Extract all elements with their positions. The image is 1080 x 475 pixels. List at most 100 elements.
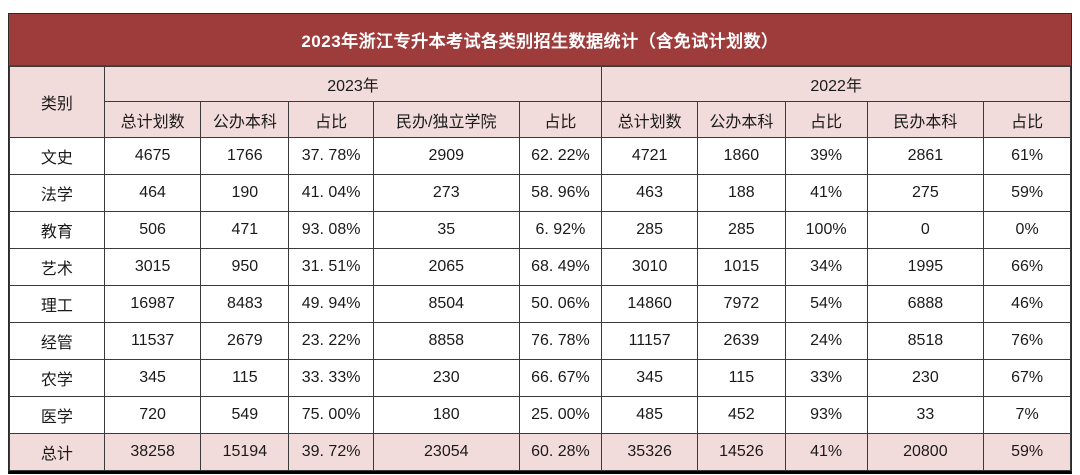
row-category: 文史	[9, 137, 105, 175]
cell-value: 67%	[983, 359, 1071, 397]
cell-value: 25. 00%	[518, 396, 603, 434]
row-category: 经管	[9, 322, 105, 360]
col-header-2022-private-ratio: 占比	[983, 101, 1071, 138]
cell-value: 345	[103, 359, 202, 397]
cell-value: 115	[696, 359, 786, 397]
table-row-yixue: 医学 720 549 75. 00% 180 25. 00% 485 452 9…	[9, 396, 1071, 434]
year-group-2022: 2022年	[601, 66, 1071, 102]
table-row-jiaoyu: 教育 506 471 93. 08% 35 6. 92% 285 285 100…	[9, 211, 1071, 249]
table-row-faxue: 法学 464 190 41. 04% 273 58. 96% 463 188 4…	[9, 174, 1071, 212]
cell-value: 2065	[372, 248, 520, 286]
cell-value: 54%	[784, 285, 868, 323]
admission-stats-table: 类别 2023年 2022年 总计划数 公办本科 占比 民办/独立学院 占比 总…	[9, 66, 1071, 471]
table-row-total: 总计 38258 15194 39. 72% 23054 60. 28% 353…	[9, 433, 1071, 471]
table-row-wenshi: 文史 4675 1766 37. 78% 2909 62. 22% 4721 1…	[9, 137, 1071, 175]
cell-value: 11157	[601, 322, 698, 360]
cell-value: 23. 22%	[288, 322, 374, 360]
row-category: 艺术	[9, 248, 105, 286]
total-cell-value: 39. 72%	[288, 433, 374, 471]
cell-value: 7%	[983, 396, 1071, 434]
cell-value: 8518	[866, 322, 985, 360]
cell-value: 4721	[601, 137, 698, 175]
cell-value: 506	[103, 211, 202, 249]
cell-value: 34%	[784, 248, 868, 286]
cell-value: 50. 06%	[518, 285, 603, 323]
cell-value: 7972	[696, 285, 786, 323]
cell-value: 33	[866, 396, 985, 434]
cell-value: 8483	[200, 285, 290, 323]
total-cell-value: 20800	[866, 433, 985, 471]
cell-value: 230	[372, 359, 520, 397]
cell-value: 720	[103, 396, 202, 434]
total-cell-value: 15194	[200, 433, 290, 471]
header-row-years: 类别 2023年 2022年	[9, 66, 1071, 138]
cell-value: 68. 49%	[518, 248, 603, 286]
row-category: 教育	[9, 211, 105, 249]
table-row-yishu: 艺术 3015 950 31. 51% 2065 68. 49% 3010 10…	[9, 248, 1071, 286]
cell-value: 66%	[983, 248, 1071, 286]
cell-value: 2639	[696, 322, 786, 360]
cell-value: 8504	[372, 285, 520, 323]
cell-value: 463	[601, 174, 698, 212]
stats-table-container: 2023年浙江专升本考试各类别招生数据统计（含免试计划数） 类别 2023年 2…	[8, 13, 1072, 474]
cell-value: 33. 33%	[288, 359, 374, 397]
total-cell-value: 14526	[696, 433, 786, 471]
cell-value: 4675	[103, 137, 202, 175]
cell-value: 0	[866, 211, 985, 249]
cell-value: 41. 04%	[288, 174, 374, 212]
col-header-2023-private: 民办/独立学院	[372, 101, 520, 138]
cell-value: 76%	[983, 322, 1071, 360]
cell-value: 1766	[200, 137, 290, 175]
cell-value: 39%	[784, 137, 868, 175]
total-cell-value: 38258	[103, 433, 202, 471]
col-header-2022-total-plan: 总计划数	[601, 101, 698, 138]
cell-value: 66. 67%	[518, 359, 603, 397]
cell-value: 49. 94%	[288, 285, 374, 323]
cell-value: 75. 00%	[288, 396, 374, 434]
cell-value: 59%	[983, 174, 1071, 212]
cell-value: 273	[372, 174, 520, 212]
cell-value: 14860	[601, 285, 698, 323]
col-header-2023-public-ratio: 占比	[288, 101, 374, 138]
cell-value: 190	[200, 174, 290, 212]
table-title: 2023年浙江专升本考试各类别招生数据统计（含免试计划数）	[301, 32, 779, 51]
cell-value: 46%	[983, 285, 1071, 323]
total-cell-value: 23054	[372, 433, 520, 471]
row-category: 法学	[9, 174, 105, 212]
cell-value: 1995	[866, 248, 985, 286]
header-row-columns: 总计划数 公办本科 占比 民办/独立学院 占比 总计划数 公办本科 占比 民办本…	[10, 101, 1071, 138]
table-title-bar: 2023年浙江专升本考试各类别招生数据统计（含免试计划数）	[9, 14, 1071, 66]
cell-value: 62. 22%	[518, 137, 603, 175]
year-group-2023: 2023年	[103, 66, 603, 102]
col-header-2022-public: 公办本科	[696, 101, 786, 138]
cell-value: 285	[601, 211, 698, 249]
col-header-2023-private-ratio: 占比	[518, 101, 603, 138]
cell-value: 180	[372, 396, 520, 434]
cell-value: 93. 08%	[288, 211, 374, 249]
col-header-2022-private: 民办本科	[866, 101, 985, 138]
cell-value: 485	[601, 396, 698, 434]
cell-value: 35	[372, 211, 520, 249]
cell-value: 0%	[983, 211, 1071, 249]
col-header-2023-total-plan: 总计划数	[103, 101, 202, 138]
cell-value: 464	[103, 174, 202, 212]
cell-value: 61%	[983, 137, 1071, 175]
cell-value: 285	[696, 211, 786, 249]
cell-value: 6888	[866, 285, 985, 323]
row-category: 农学	[9, 359, 105, 397]
cell-value: 3015	[103, 248, 202, 286]
cell-value: 950	[200, 248, 290, 286]
cell-value: 41%	[784, 174, 868, 212]
cell-value: 11537	[103, 322, 202, 360]
cell-value: 24%	[784, 322, 868, 360]
cell-value: 6. 92%	[518, 211, 603, 249]
cell-value: 452	[696, 396, 786, 434]
cell-value: 471	[200, 211, 290, 249]
col-header-2023-public: 公办本科	[200, 101, 290, 138]
total-cell-value: 35326	[601, 433, 698, 471]
total-cell-value: 60. 28%	[518, 433, 603, 471]
cell-value: 549	[200, 396, 290, 434]
row-category: 理工	[9, 285, 105, 323]
col-header-2022-public-ratio: 占比	[784, 101, 868, 138]
